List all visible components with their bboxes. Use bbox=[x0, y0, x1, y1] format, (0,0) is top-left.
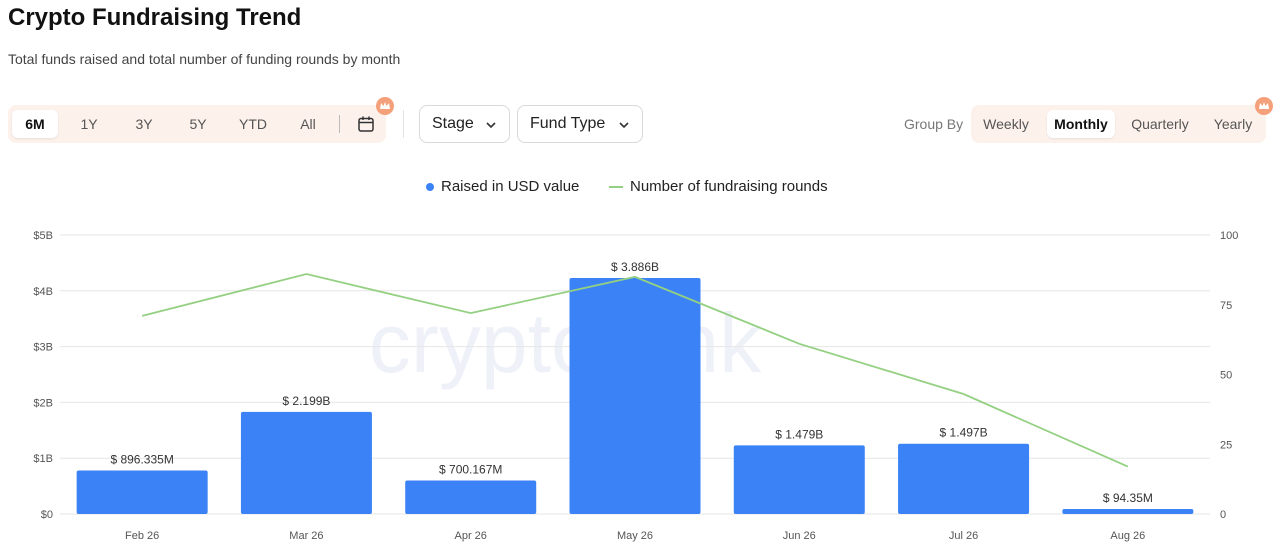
chevron-down-icon bbox=[486, 122, 496, 129]
legend-line-swatch bbox=[609, 185, 623, 188]
bar-aug-26 bbox=[1062, 508, 1194, 514]
y-right-tick-label: 0 bbox=[1220, 509, 1226, 521]
bar-apr-26 bbox=[405, 480, 537, 514]
y-right-tick-label: 25 bbox=[1220, 439, 1232, 451]
bar-data-label: $ 896.335M bbox=[110, 452, 173, 466]
legend-item-raised[interactable]: Raised in USD value bbox=[426, 178, 579, 195]
bar-data-label: $ 2.199B bbox=[282, 394, 330, 408]
x-tick-label: Jul 26 bbox=[949, 530, 978, 542]
y-left-tick-label: $1B bbox=[33, 453, 53, 465]
watermark-text: cryptorank bbox=[369, 296, 762, 390]
y-left-tick-label: $2B bbox=[33, 397, 53, 409]
period-5y-button[interactable]: 5Y bbox=[175, 110, 221, 138]
bar-feb-26 bbox=[76, 470, 208, 514]
y-left-tick-label: $0 bbox=[41, 509, 53, 521]
premium-crown-icon bbox=[1255, 97, 1273, 115]
period-ytd-button[interactable]: YTD bbox=[230, 110, 276, 138]
chevron-down-icon bbox=[619, 122, 629, 129]
bar-jun-26 bbox=[733, 445, 865, 514]
y-right-tick-label: 75 bbox=[1220, 300, 1232, 312]
y-right-tick-label: 50 bbox=[1220, 370, 1232, 382]
group-by-label: Group By bbox=[904, 116, 964, 132]
legend-bar-swatch bbox=[426, 182, 434, 191]
fund-type-dropdown-label: Fund Type bbox=[530, 115, 606, 132]
bar-jul-26 bbox=[898, 443, 1030, 514]
chart-legend: Raised in USD value Number of fundraisin… bbox=[0, 178, 1280, 198]
y-right-tick-label: 100 bbox=[1220, 230, 1238, 242]
x-tick-label: Apr 26 bbox=[455, 530, 487, 542]
toolbar-divider bbox=[403, 110, 404, 138]
premium-crown-icon bbox=[376, 97, 394, 115]
bar-data-label: $ 1.479B bbox=[775, 427, 823, 441]
bar-data-label: $ 700.167M bbox=[439, 463, 502, 477]
page-subtitle: Total funds raised and total number of f… bbox=[8, 51, 401, 67]
stage-dropdown-label: Stage bbox=[432, 115, 474, 132]
period-3y-button[interactable]: 3Y bbox=[121, 110, 167, 138]
legend-label-rounds: Number of fundraising rounds bbox=[630, 178, 828, 195]
fund-type-dropdown[interactable]: Fund Type bbox=[517, 105, 643, 143]
legend-item-rounds[interactable]: Number of fundraising rounds bbox=[609, 178, 828, 195]
group-by-selector: Weekly Monthly Quarterly Yearly bbox=[971, 105, 1266, 143]
bar-data-label: $ 1.497B bbox=[940, 426, 988, 440]
bar-data-label: $ 3.886B bbox=[611, 260, 659, 274]
group-quarterly-button[interactable]: Quarterly bbox=[1124, 110, 1196, 138]
bar-data-label: $ 94.35M bbox=[1103, 491, 1153, 505]
group-monthly-button[interactable]: Monthly bbox=[1047, 110, 1115, 138]
bar-mar-26 bbox=[240, 411, 372, 514]
calendar-icon[interactable] bbox=[357, 115, 375, 133]
period-1y-button[interactable]: 1Y bbox=[66, 110, 112, 138]
y-left-tick-label: $4B bbox=[33, 286, 53, 298]
period-all-button[interactable]: All bbox=[285, 110, 331, 138]
bar-may-26 bbox=[569, 277, 701, 514]
x-tick-label: Jun 26 bbox=[783, 530, 816, 542]
x-tick-label: May 26 bbox=[617, 530, 653, 542]
page-title: Crypto Fundraising Trend bbox=[8, 4, 302, 31]
x-tick-label: Feb 26 bbox=[125, 530, 159, 542]
x-tick-label: Aug 26 bbox=[1110, 530, 1145, 542]
period-6m-button[interactable]: 6M bbox=[12, 110, 58, 138]
x-tick-label: Mar 26 bbox=[289, 530, 323, 542]
rounds-line bbox=[141, 273, 1129, 468]
period-divider bbox=[339, 115, 340, 133]
legend-label-raised: Raised in USD value bbox=[441, 178, 580, 195]
period-selector: 6M 1Y 3Y 5Y YTD All bbox=[8, 105, 386, 143]
y-left-tick-label: $5B bbox=[33, 230, 53, 242]
group-yearly-button[interactable]: Yearly bbox=[1207, 110, 1259, 138]
stage-dropdown[interactable]: Stage bbox=[419, 105, 510, 143]
y-left-tick-label: $3B bbox=[33, 342, 53, 354]
group-weekly-button[interactable]: Weekly bbox=[976, 110, 1036, 138]
